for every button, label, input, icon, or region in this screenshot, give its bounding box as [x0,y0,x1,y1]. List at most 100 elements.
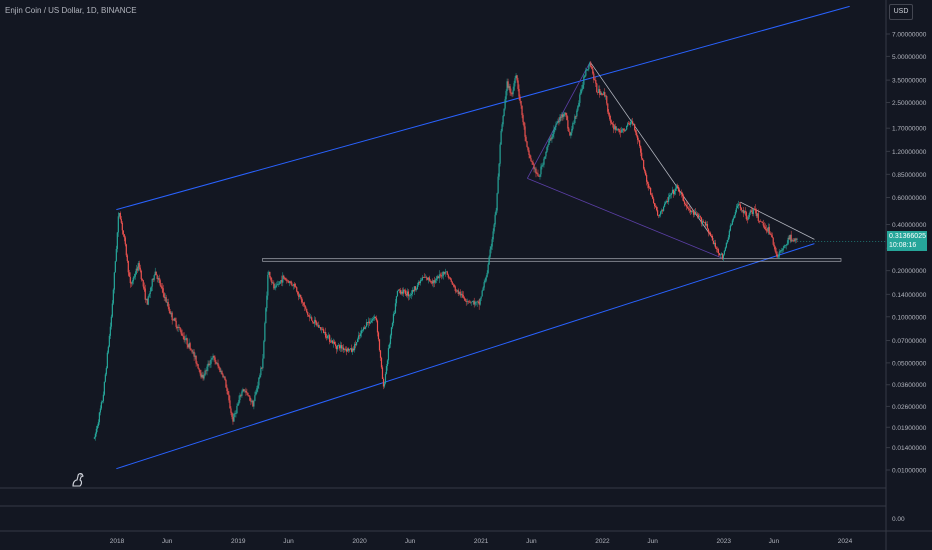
candle-body [676,185,679,187]
candle-body [789,234,791,240]
candle [363,325,366,330]
candle [543,157,545,168]
candle [162,284,164,297]
candle [549,136,551,143]
candle [573,120,575,124]
candle-body [400,291,403,294]
candle [96,424,98,433]
candle-body [188,343,190,348]
candle-body [351,348,354,352]
candle-body [329,335,331,342]
candle-body [430,281,432,283]
candle [531,160,533,165]
candle-body [116,232,118,249]
candle [482,286,484,291]
candle-body [171,312,173,320]
candle [411,287,413,297]
candle [742,206,744,218]
candle [561,112,563,121]
candle-body [756,213,758,217]
candle-body [372,318,375,320]
candle [243,389,245,393]
candle-body [593,73,595,80]
candle [357,331,360,342]
candle [438,270,440,284]
candle [474,300,476,307]
candle-body [483,282,485,288]
candle [179,327,181,332]
candle [190,348,192,351]
candle [410,290,412,300]
candle-body [764,226,766,229]
candle-body [588,65,590,70]
candle [546,146,548,153]
candle-body [669,194,672,196]
candle-body [163,293,165,298]
candle-body [507,81,509,88]
candle [215,359,217,365]
candle [462,291,464,299]
candle [725,242,727,249]
candle [266,291,268,312]
candle-body [486,272,488,277]
candle-body [114,261,116,273]
candle-body [516,75,518,81]
candle [583,73,585,89]
candle [680,189,683,198]
candle-body [698,216,701,217]
candle [757,209,759,223]
candle [746,215,748,224]
candle-body [742,210,744,214]
candle-body [414,286,416,290]
candle [132,276,134,285]
candle [95,425,97,437]
candle-body [763,225,765,227]
candle-body [611,122,613,125]
candle-body [711,236,714,241]
candle [629,121,631,126]
candle [572,121,574,131]
candle [230,406,232,416]
candle-body [435,278,437,281]
candle [614,124,616,131]
candle-body [108,335,110,347]
candle-body [95,428,97,434]
candle-body [110,316,112,327]
candle [405,290,408,298]
candle [296,286,298,293]
candle [585,67,587,78]
candle-body [426,277,428,280]
candle [160,282,162,290]
candle-body [620,132,622,133]
candle-body [212,355,214,359]
candle-body [596,83,598,93]
candle [102,391,104,404]
candle [258,377,260,390]
candle-body [796,239,798,241]
x-axis[interactable]: 2018 Jun 2019 Jun 2020 Jun 2021 Jun 2022 Jun 2023 J… [110,538,853,545]
candle-body [236,405,238,414]
currency-button[interactable]: USD [889,4,913,20]
candle [141,278,143,281]
candle [293,283,295,290]
candle-body [283,275,285,278]
candle [237,401,239,407]
candle [781,248,783,254]
tradingview-logo-icon[interactable] [70,472,86,488]
candle-body [190,349,192,350]
candle-body [561,114,563,118]
candle-body [403,289,406,291]
candle-body [627,123,629,126]
candle-body [387,348,390,361]
candle-body [491,239,493,247]
candle [762,219,764,229]
candle [673,188,676,196]
candle [232,413,234,425]
candle-body [166,302,168,303]
candle-body [205,370,207,372]
y-axis[interactable]: 7.00000000 5.00000000 3.50000000 2.50000000… [886,32,927,475]
candle-body [322,328,324,330]
candle-body [392,314,395,323]
candle-body [105,368,107,375]
